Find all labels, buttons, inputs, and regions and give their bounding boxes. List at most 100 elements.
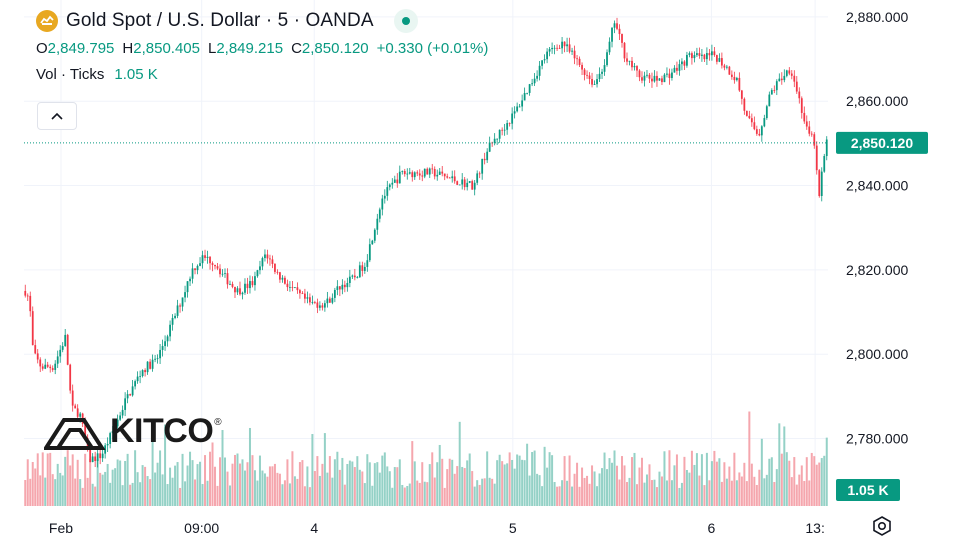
candle-body	[376, 218, 379, 230]
volume-bar	[598, 473, 601, 506]
volume-bar	[718, 458, 721, 506]
volume-bar	[678, 487, 681, 506]
candle-body	[318, 305, 321, 308]
volume-bar	[683, 456, 686, 506]
volume-bar	[815, 464, 818, 506]
volume-bar	[96, 458, 99, 506]
candle-body	[66, 334, 69, 365]
candle-body	[313, 302, 316, 303]
candle-body	[209, 256, 211, 264]
candle-body	[810, 133, 813, 135]
candle-body	[608, 41, 611, 53]
candle-body	[271, 259, 274, 264]
volume-bar	[101, 474, 104, 506]
volume-bar	[468, 453, 471, 506]
candle-body	[154, 358, 156, 360]
candle-body	[656, 75, 658, 81]
volume-bar	[166, 484, 169, 506]
candle-body	[51, 368, 54, 370]
volume-bar	[466, 460, 469, 506]
price-axis[interactable]: 2,880.000 2,860.000 2,840.000 2,820.000 2,80…	[846, 9, 908, 447]
volume-bar	[383, 452, 386, 506]
volume-bar	[558, 486, 561, 506]
candle-body	[576, 58, 578, 60]
chart-settings-button[interactable]	[870, 514, 894, 538]
volume-bar	[443, 487, 446, 506]
volume-bar	[428, 464, 431, 506]
volume-legend[interactable]: Vol · Ticks 1.05 K	[36, 63, 496, 85]
volume-bar	[581, 467, 584, 506]
candle-body	[825, 139, 828, 157]
candle-body	[166, 336, 169, 342]
volume-bar	[745, 481, 748, 506]
time-axis[interactable]: Feb 09:00 4 5 6 13:	[49, 520, 825, 536]
volume-bar	[271, 466, 274, 506]
candle-body	[306, 297, 309, 299]
candle-body	[743, 98, 746, 111]
candle-body	[703, 54, 706, 60]
candle-body	[723, 65, 726, 68]
volume-bar	[248, 427, 251, 506]
candle-body	[641, 77, 643, 81]
volume-bar	[336, 451, 339, 506]
candle-body	[805, 121, 808, 127]
volume-bar	[139, 482, 142, 506]
candle-body	[493, 138, 496, 143]
volume-bar	[238, 463, 241, 506]
collapse-legend-button[interactable]	[37, 102, 77, 130]
candle-body	[780, 78, 783, 81]
oanda-logo-icon	[36, 10, 58, 32]
market-status-icon[interactable]	[393, 9, 418, 33]
open-value: 2,849.795	[47, 39, 115, 57]
candle-body	[566, 44, 568, 47]
candle-body	[64, 334, 67, 347]
volume-bar	[568, 455, 571, 506]
volume-bar	[171, 477, 174, 506]
volume-bar	[266, 476, 269, 506]
volume-bar	[321, 463, 324, 506]
volume-bar	[268, 466, 271, 506]
settings-gear-icon	[873, 516, 891, 536]
volume-bar	[638, 467, 641, 506]
low-value: 2,849.215	[216, 39, 284, 57]
candle-body	[488, 142, 491, 152]
price-candles	[24, 17, 828, 468]
candle-body	[266, 254, 269, 259]
volume-bar	[451, 459, 454, 506]
volume-bar	[518, 455, 521, 506]
candle-body	[244, 283, 246, 293]
volume-bar	[675, 454, 678, 506]
candle-body	[316, 302, 319, 308]
volume-bar	[548, 452, 551, 506]
candle-body	[603, 65, 606, 72]
candle-body	[236, 288, 239, 293]
volume-bar	[640, 457, 643, 506]
candle-body	[533, 78, 536, 84]
symbol-title[interactable]: Gold Spot / U.S. Dollar · 5 · OANDA	[66, 10, 374, 31]
volume-bar	[36, 453, 39, 506]
candle-body	[336, 286, 339, 290]
candle-body	[745, 110, 748, 116]
volume-bar	[156, 462, 159, 506]
volume-bar	[338, 469, 341, 506]
volume-bar	[596, 486, 599, 506]
candle-body	[770, 90, 773, 95]
candle-body	[308, 297, 311, 303]
candle-body	[269, 258, 271, 260]
volume-bar	[134, 450, 137, 506]
volume-bar	[478, 484, 481, 506]
candle-body	[621, 34, 623, 43]
candle-body	[176, 305, 179, 316]
volume-bar	[328, 456, 331, 506]
candle-body	[426, 168, 429, 175]
volume-bar	[308, 487, 311, 506]
volume-bar	[621, 456, 624, 506]
candle-body	[701, 54, 703, 56]
volume-bar	[710, 461, 713, 506]
volume-bar	[363, 483, 366, 506]
volume-bar	[765, 474, 768, 506]
candle-body	[548, 49, 551, 52]
candle-body	[521, 100, 524, 107]
candle-body	[573, 50, 576, 59]
